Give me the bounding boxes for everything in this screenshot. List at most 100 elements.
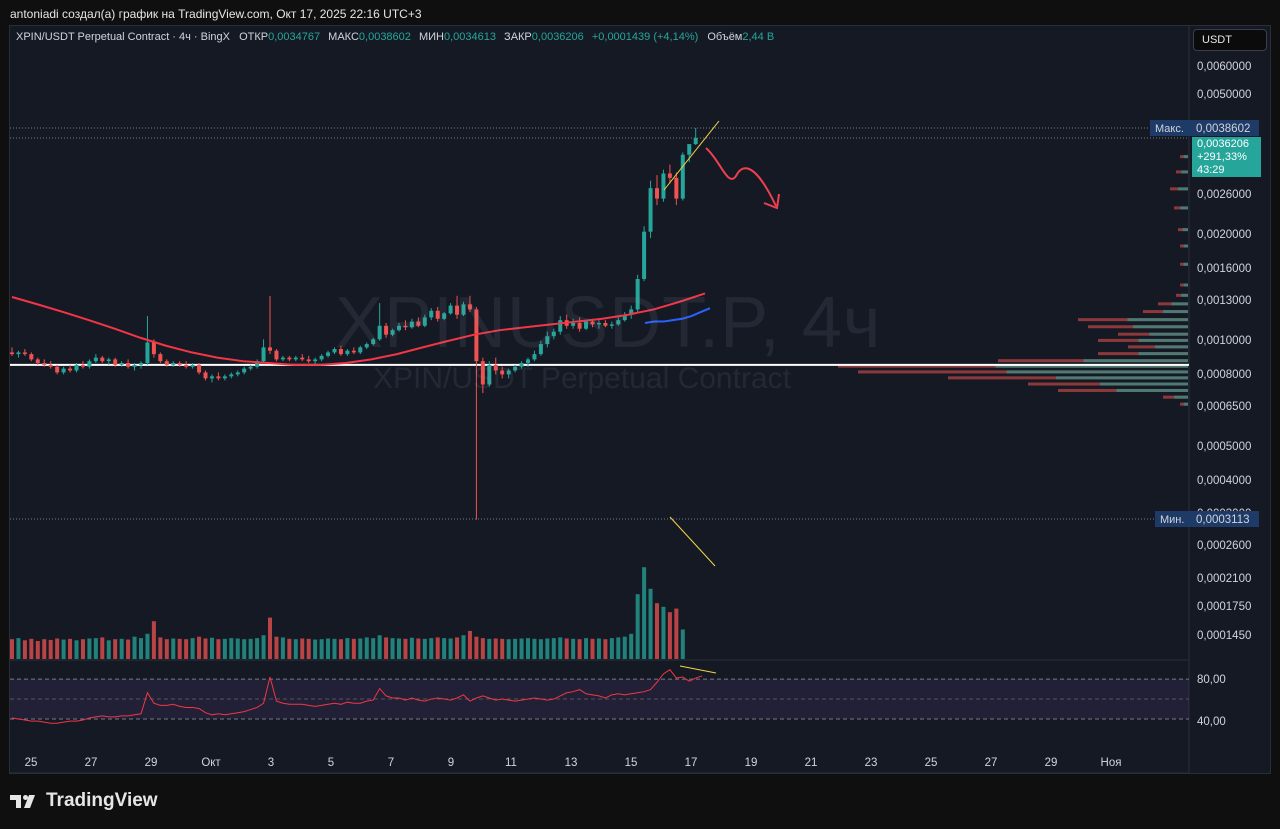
candle-body <box>158 354 163 362</box>
volume-bar <box>603 639 608 659</box>
volume-bar <box>551 638 556 659</box>
candle-body <box>390 330 395 335</box>
volume-bar <box>422 638 427 659</box>
volume-bar <box>545 638 550 659</box>
price-axis-tick: 0,0060000 <box>1197 61 1251 73</box>
candle-body <box>177 363 182 365</box>
volume-profile-bar-buy <box>1183 402 1188 406</box>
volume-profile-bar-buy <box>1006 370 1188 374</box>
candle-body <box>687 144 692 155</box>
volume-bar <box>261 635 266 659</box>
candle-body <box>16 352 21 355</box>
price-axis-tick: 0,0004000 <box>1197 475 1251 487</box>
candle-body <box>280 357 285 360</box>
volume-bar <box>177 638 182 659</box>
volume-bar <box>371 638 376 659</box>
candle-body <box>545 336 550 345</box>
time-axis-tick: 9 <box>448 757 454 769</box>
last-price-change: +291,33% <box>1197 151 1247 163</box>
volume-bar <box>338 639 343 659</box>
volume-bar <box>93 638 98 659</box>
candle-body <box>255 361 260 367</box>
volume-bar <box>429 638 434 659</box>
volume-bar <box>35 641 40 659</box>
max-label-bg <box>1150 120 1259 136</box>
volume-bar <box>190 638 195 659</box>
candle-body <box>313 359 318 362</box>
symbol-title[interactable]: XPIN/USDT Perpetual Contract · 4ч · Bing… <box>16 31 231 43</box>
candle-body <box>616 320 621 325</box>
candle-body <box>113 359 118 365</box>
volume-bar <box>493 638 498 659</box>
volume-bar <box>480 638 485 659</box>
candle-body <box>319 355 324 360</box>
tradingview-logo-icon <box>10 795 35 808</box>
candle-body <box>139 363 143 365</box>
volume-profile-bar-buy <box>1183 155 1188 159</box>
time-axis-tick: 5 <box>328 757 334 769</box>
volume-bar <box>132 636 137 659</box>
candle-body <box>74 364 79 371</box>
rsi-trendline <box>679 665 717 674</box>
volume-profile-bar-buy <box>1181 293 1188 297</box>
volume-bar <box>448 638 453 659</box>
candle-body <box>164 361 169 365</box>
volume-bar <box>538 639 543 659</box>
price-axis-tick: 0,0001450 <box>1197 630 1251 642</box>
volume-bar <box>500 638 505 659</box>
candle-body <box>203 372 208 379</box>
candle-body <box>242 368 247 373</box>
candle-body <box>629 309 634 315</box>
candle-body <box>609 324 614 326</box>
min-label-name: Мин. <box>1160 514 1184 526</box>
time-axis-tick: Окт <box>201 757 221 769</box>
candle-body <box>80 364 85 367</box>
candle-body <box>171 363 176 365</box>
candle-body <box>409 321 414 328</box>
currency-button[interactable]: USDT <box>1193 29 1267 51</box>
volume-bar <box>609 638 614 659</box>
candle-body <box>287 357 292 360</box>
candle-body <box>261 347 266 362</box>
price-axis-tick: 0,0006500 <box>1197 401 1251 413</box>
max-label-name: Макс. <box>1155 123 1184 135</box>
candle-body <box>558 320 563 332</box>
volume-profile-bar-buy <box>1133 325 1188 329</box>
close-label: ЗАКР <box>504 31 532 43</box>
volume-trendline <box>669 516 716 567</box>
candle-body <box>216 376 221 379</box>
candle-body <box>577 322 582 329</box>
time-axis-tick: 23 <box>865 757 878 769</box>
volume-bar <box>300 638 305 659</box>
time-axis-tick: 21 <box>805 757 818 769</box>
volume-bar <box>622 636 627 659</box>
volume-profile-bar-buy <box>1056 376 1188 380</box>
volume-profile-bar-buy <box>1149 332 1188 336</box>
time-axis-tick: 27 <box>985 757 998 769</box>
candle-body <box>364 344 369 348</box>
candle-body <box>435 310 440 319</box>
volume-bar <box>532 638 537 659</box>
candle-body <box>106 359 111 362</box>
volume-bar <box>197 636 202 659</box>
moving-average-short <box>644 307 711 324</box>
candle-body <box>397 325 401 331</box>
rsi-lower-label: 40,00 <box>1197 716 1226 728</box>
volume-bar <box>184 639 189 659</box>
candle-body <box>506 370 511 375</box>
volume-bar <box>506 639 511 659</box>
volume-profile-bar-buy <box>1138 352 1188 356</box>
high-label: МАКС <box>328 31 359 43</box>
volume-bar <box>487 638 492 659</box>
volume-bar <box>345 638 350 659</box>
candle-body <box>300 357 305 360</box>
tradingview-logo[interactable]: TradingView <box>10 790 158 812</box>
time-axis-tick: Ноя <box>1101 757 1122 769</box>
volume-bar <box>461 635 466 659</box>
chart-caption: antoniadi создал(а) график на TradingVie… <box>10 7 422 21</box>
symbol-legend: XPIN/USDT Perpetual Contract · 4ч · Bing… <box>16 31 774 43</box>
volume-bar <box>616 637 621 659</box>
candle-body <box>235 372 240 375</box>
candle-body <box>274 350 279 360</box>
